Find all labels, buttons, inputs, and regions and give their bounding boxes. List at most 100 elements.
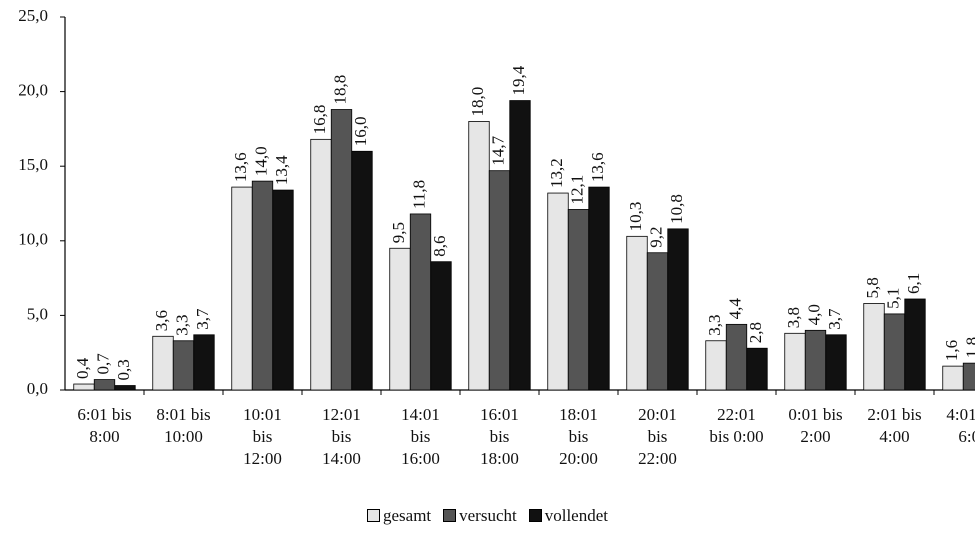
value-label: 9,5 bbox=[389, 222, 408, 243]
bar bbox=[626, 235, 648, 391]
bar bbox=[351, 150, 373, 391]
bar bbox=[883, 313, 906, 391]
value-label: 0,3 bbox=[114, 359, 133, 380]
x-tick-label: 2:01 bis 4:00 bbox=[867, 405, 922, 446]
x-tick-label: 10:01 bis 12:00 bbox=[243, 405, 282, 468]
legend-item: versucht bbox=[443, 506, 517, 526]
bar bbox=[509, 100, 531, 391]
bar bbox=[488, 170, 511, 391]
legend-swatch bbox=[443, 509, 457, 522]
bar bbox=[588, 186, 610, 391]
bar bbox=[825, 334, 847, 391]
bar bbox=[962, 362, 975, 391]
value-label: 13,6 bbox=[588, 152, 607, 182]
bar bbox=[784, 332, 806, 391]
value-label: 0,4 bbox=[73, 357, 92, 379]
value-label: 16,8 bbox=[310, 105, 329, 135]
value-label: 4,0 bbox=[804, 304, 823, 325]
bar bbox=[310, 138, 332, 391]
value-label: 8,6 bbox=[430, 235, 449, 256]
legend-item: vollendet bbox=[528, 506, 608, 526]
bar bbox=[409, 213, 432, 391]
value-label: 5,1 bbox=[883, 288, 902, 309]
legend-label: vollendet bbox=[544, 506, 608, 525]
x-tick-label: 20:01 bis 22:00 bbox=[638, 405, 677, 468]
value-label: 18,8 bbox=[330, 75, 349, 105]
value-label: 13,2 bbox=[547, 158, 566, 188]
bar bbox=[942, 365, 964, 391]
value-label: 3,7 bbox=[825, 308, 844, 330]
bar bbox=[804, 329, 827, 391]
legend-label: versucht bbox=[459, 506, 517, 525]
legend-swatch bbox=[366, 509, 380, 522]
value-label: 16,0 bbox=[351, 117, 370, 147]
legend-swatch bbox=[528, 509, 542, 522]
y-tick-label: 10,0 bbox=[18, 230, 48, 249]
x-tick-label: 0:01 bis 2:00 bbox=[788, 405, 843, 446]
legend: gesamt versucht vollendet bbox=[0, 506, 975, 526]
bar bbox=[73, 383, 95, 391]
value-label: 13,4 bbox=[272, 155, 291, 185]
bar bbox=[468, 121, 490, 391]
value-label: 13,6 bbox=[231, 152, 250, 182]
value-label: 9,2 bbox=[646, 226, 665, 247]
value-label: 0,7 bbox=[93, 353, 112, 375]
value-label: 12,1 bbox=[567, 175, 586, 205]
x-tick-label: 18:01 bis 20:00 bbox=[559, 405, 598, 468]
x-tick-label: 4:01 bis 6:00 bbox=[946, 405, 975, 446]
value-label: 3,8 bbox=[784, 307, 803, 328]
value-label: 6,1 bbox=[904, 273, 923, 294]
value-label: 11,8 bbox=[409, 180, 428, 209]
bar bbox=[725, 323, 748, 391]
bar bbox=[389, 247, 411, 391]
x-tick-label: 8:01 bis 10:00 bbox=[156, 405, 211, 446]
bar bbox=[547, 192, 569, 391]
y-tick-label: 0,0 bbox=[27, 379, 48, 398]
value-label: 3,3 bbox=[705, 315, 724, 336]
value-label: 10,8 bbox=[667, 194, 686, 224]
bar bbox=[430, 261, 452, 391]
bar bbox=[746, 347, 768, 391]
x-tick-label: 6:01 bis 8:00 bbox=[77, 405, 132, 446]
bar bbox=[152, 335, 174, 391]
value-label: 14,0 bbox=[251, 146, 270, 176]
bar bbox=[172, 340, 195, 391]
bar bbox=[193, 334, 215, 391]
value-label: 3,6 bbox=[152, 310, 171, 331]
bar bbox=[330, 109, 353, 391]
x-tick-label: 22:01 bis 0:00 bbox=[709, 405, 764, 446]
x-tick-label: 16:01 bis 18:00 bbox=[480, 405, 519, 468]
y-tick-label: 20,0 bbox=[18, 81, 48, 100]
bar bbox=[567, 209, 590, 391]
bar bbox=[251, 180, 274, 391]
y-tick-label: 5,0 bbox=[27, 304, 48, 323]
bar bbox=[93, 379, 116, 391]
bar bbox=[272, 189, 294, 391]
value-label: 5,8 bbox=[863, 277, 882, 298]
value-label: 2,8 bbox=[746, 322, 765, 343]
x-tick-label: 12:01 bis 14:00 bbox=[322, 405, 361, 468]
value-label: 3,3 bbox=[172, 315, 191, 336]
bar bbox=[863, 303, 885, 391]
bar bbox=[904, 298, 926, 391]
bar bbox=[667, 228, 689, 391]
bar bbox=[114, 385, 136, 391]
value-label: 1,8 bbox=[962, 337, 975, 358]
bar bbox=[705, 340, 727, 391]
bar bbox=[646, 252, 669, 391]
x-tick-label: 14:01 bis 16:00 bbox=[401, 405, 440, 468]
value-label: 19,4 bbox=[509, 65, 528, 95]
value-label: 18,0 bbox=[468, 87, 487, 117]
legend-label: gesamt bbox=[382, 506, 432, 525]
value-label: 14,7 bbox=[488, 135, 507, 165]
y-tick-label: 15,0 bbox=[18, 155, 48, 174]
value-label: 4,4 bbox=[725, 298, 744, 320]
value-label: 1,6 bbox=[942, 340, 961, 361]
y-tick-label: 25,0 bbox=[18, 6, 48, 25]
bar bbox=[231, 186, 253, 391]
value-label: 3,7 bbox=[193, 308, 212, 330]
legend-item: gesamt bbox=[366, 506, 432, 526]
value-label: 10,3 bbox=[626, 202, 645, 232]
